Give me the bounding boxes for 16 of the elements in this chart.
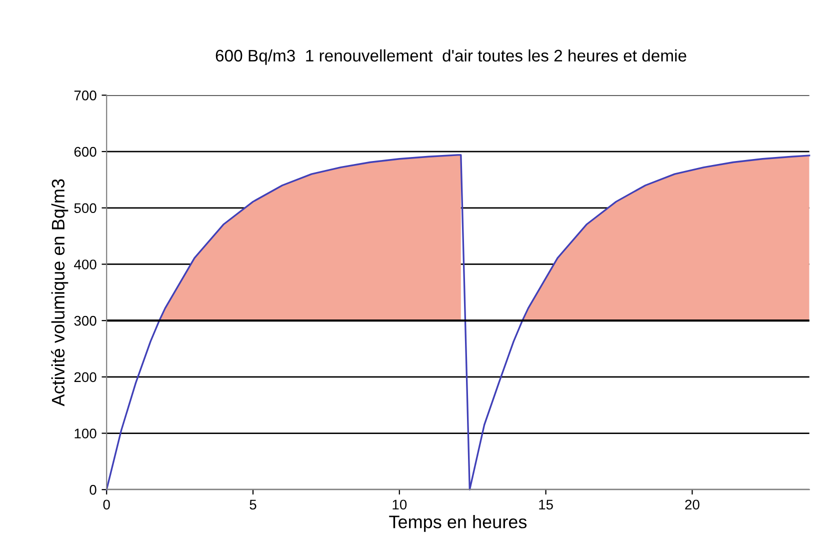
y-axis-title: Activité volumique en Bq/m3 bbox=[51, 179, 68, 406]
chart-title: 600 Bq/m3 1 renouvellement d'air toutes les 2 heures et demie bbox=[216, 49, 686, 65]
x-tick-label: 10 bbox=[392, 500, 407, 510]
x-tick-label: 15 bbox=[539, 500, 553, 510]
x-tick-label: 20 bbox=[685, 500, 700, 510]
y-tick-label: 300 bbox=[74, 316, 96, 326]
x-axis-title: Temps en heures bbox=[389, 515, 527, 532]
y-tick-label: 200 bbox=[74, 372, 96, 382]
y-tick-label: 0 bbox=[90, 484, 96, 495]
x-tick-label: 5 bbox=[250, 500, 256, 510]
x-tick-label: 0 bbox=[103, 500, 110, 510]
y-tick-label: 100 bbox=[74, 428, 96, 438]
y-tick-label: 500 bbox=[74, 203, 96, 214]
y-tick-label: 400 bbox=[74, 260, 96, 270]
y-tick-label: 700 bbox=[74, 90, 96, 100]
y-tick-label: 600 bbox=[74, 146, 96, 157]
